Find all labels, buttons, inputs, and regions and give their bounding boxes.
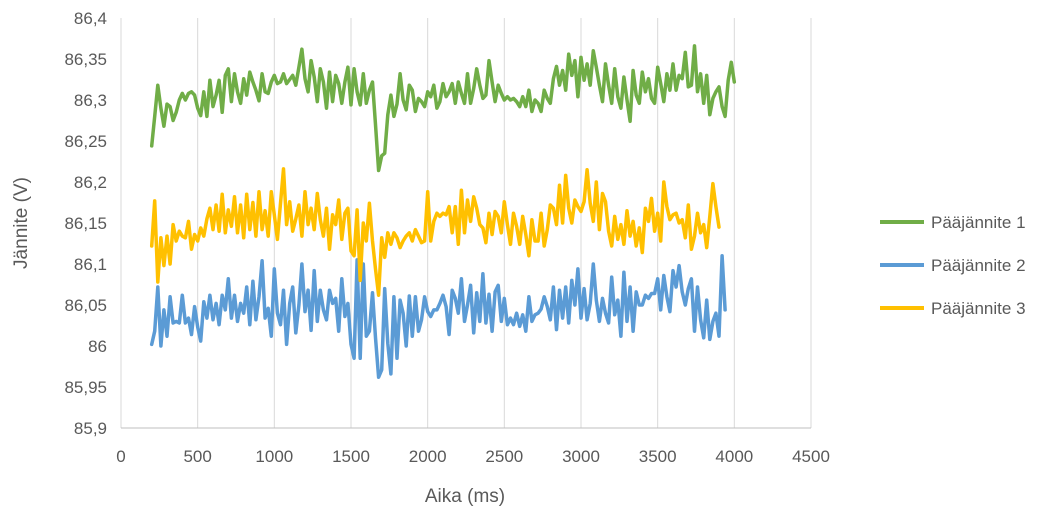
y-tick-label: 86,2 bbox=[74, 173, 107, 192]
x-tick-label: 1500 bbox=[332, 447, 370, 466]
y-tick-label: 86,4 bbox=[74, 9, 107, 28]
legend: Pääjännite 1 Pääjännite 2 Pääjännite 3 bbox=[880, 213, 1026, 318]
y-tick-label: 86,1 bbox=[74, 255, 107, 274]
series-line-3 bbox=[149, 167, 721, 297]
y-tick-label: 86,05 bbox=[64, 296, 107, 315]
x-axis-title: Aika (ms) bbox=[425, 486, 505, 507]
axes bbox=[120, 18, 811, 429]
x-tick-label: 0 bbox=[116, 447, 125, 466]
x-tick-label: 3500 bbox=[639, 447, 677, 466]
x-tick-label: 2500 bbox=[485, 447, 523, 466]
y-tick-label: 85,9 bbox=[74, 419, 107, 438]
series-lines bbox=[149, 44, 737, 379]
x-tick-label: 3000 bbox=[562, 447, 600, 466]
tick-labels: 0 500 1000 1500 2000 2500 3000 3500 4000 4500 85,9… bbox=[64, 9, 829, 466]
series-line-1 bbox=[149, 44, 737, 173]
legend-label: Pääjännite 2 bbox=[931, 256, 1026, 275]
y-tick-label: 86,25 bbox=[64, 132, 107, 151]
x-tick-label: 1000 bbox=[255, 447, 293, 466]
y-tick-label: 86 bbox=[88, 337, 107, 356]
series-line-2 bbox=[149, 254, 727, 379]
y-tick-label: 86,35 bbox=[64, 50, 107, 69]
x-tick-label: 500 bbox=[183, 447, 211, 466]
y-tick-label: 85,95 bbox=[64, 378, 107, 397]
x-tick-label: 4000 bbox=[715, 447, 753, 466]
y-tick-label: 86,15 bbox=[64, 214, 107, 233]
legend-label: Pääjännite 3 bbox=[931, 299, 1026, 318]
legend-label: Pääjännite 1 bbox=[931, 213, 1026, 232]
y-tick-label: 86,3 bbox=[74, 91, 107, 110]
y-axis-title: Jännite (V) bbox=[11, 177, 32, 269]
x-tick-label: 2000 bbox=[409, 447, 447, 466]
x-tick-label: 4500 bbox=[792, 447, 830, 466]
